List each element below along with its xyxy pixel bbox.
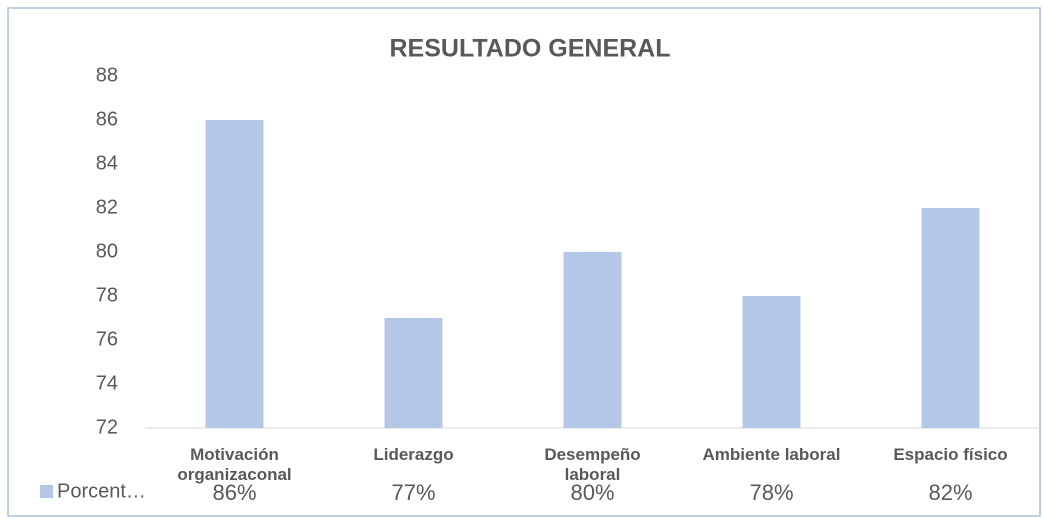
bar xyxy=(384,318,443,428)
y-tick-label: 74 xyxy=(96,372,118,394)
data-label: 86% xyxy=(212,480,256,505)
y-tick-label: 86 xyxy=(96,108,118,130)
y-tick-label: 88 xyxy=(96,64,118,86)
x-tick-label: Desempeño laboral xyxy=(544,445,641,484)
x-tick-label: Liderazgo xyxy=(373,445,454,464)
x-tick-label: Espacio físico xyxy=(893,445,1008,464)
chart-border xyxy=(7,7,1041,517)
y-tick-label: 72 xyxy=(96,416,118,438)
y-tick-label: 76 xyxy=(96,328,118,350)
data-label: 77% xyxy=(391,480,435,505)
y-tick-label: 80 xyxy=(96,240,118,262)
x-tick-label: Motivación organizaconal xyxy=(177,445,292,484)
y-tick-label: 78 xyxy=(96,284,118,306)
x-tick-label: Ambiente laboral xyxy=(702,445,841,464)
legend-label: Porcent… xyxy=(57,480,146,502)
bar xyxy=(921,208,980,428)
legend-swatch xyxy=(40,485,53,498)
y-tick-label: 82 xyxy=(96,196,118,218)
bar xyxy=(742,296,801,428)
data-label: 78% xyxy=(749,480,793,505)
y-tick-label: 84 xyxy=(96,152,118,174)
chart-title: RESULTADO GENERAL xyxy=(389,35,670,63)
data-label: 82% xyxy=(928,480,972,505)
bar xyxy=(205,120,264,428)
data-label: 80% xyxy=(570,480,614,505)
bar xyxy=(563,252,622,428)
